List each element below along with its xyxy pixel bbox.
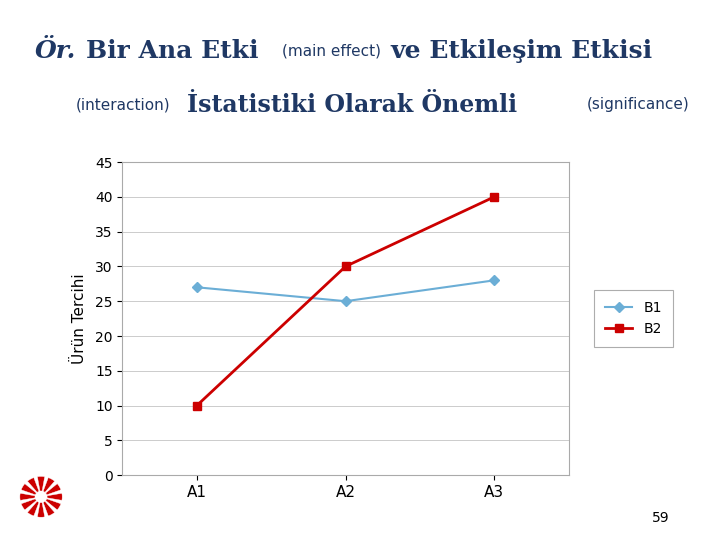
B2 <box>192 402 201 409</box>
Wedge shape <box>20 493 35 501</box>
Wedge shape <box>43 501 55 516</box>
B1 <box>490 277 499 284</box>
B1 <box>341 298 350 305</box>
Line: B1: B1 <box>194 277 498 305</box>
Text: ve Etkileşim Etkisi: ve Etkileşim Etkisi <box>390 39 652 63</box>
Wedge shape <box>47 493 62 501</box>
Text: (interaction): (interaction) <box>76 97 171 112</box>
B1 <box>192 284 201 291</box>
Wedge shape <box>43 477 55 492</box>
Wedge shape <box>27 501 39 516</box>
Wedge shape <box>37 503 45 517</box>
Legend: B1, B2: B1, B2 <box>593 290 673 347</box>
Text: İstatistiki Olarak Önemli: İstatistiki Olarak Önemli <box>187 93 518 117</box>
Text: Bir Ana Etki: Bir Ana Etki <box>86 39 258 63</box>
Text: (significance): (significance) <box>587 97 690 112</box>
Y-axis label: Ürün Tercihi: Ürün Tercihi <box>72 273 86 364</box>
Text: Ör.: Ör. <box>35 39 76 63</box>
Wedge shape <box>45 499 61 510</box>
Wedge shape <box>27 477 39 492</box>
Wedge shape <box>45 484 61 495</box>
Wedge shape <box>21 499 37 510</box>
Wedge shape <box>37 476 45 491</box>
Text: 59: 59 <box>652 511 670 525</box>
B2 <box>490 193 499 200</box>
Text: (main effect): (main effect) <box>282 43 381 58</box>
B2 <box>341 263 350 269</box>
Line: B2: B2 <box>193 193 498 410</box>
Wedge shape <box>21 484 37 495</box>
